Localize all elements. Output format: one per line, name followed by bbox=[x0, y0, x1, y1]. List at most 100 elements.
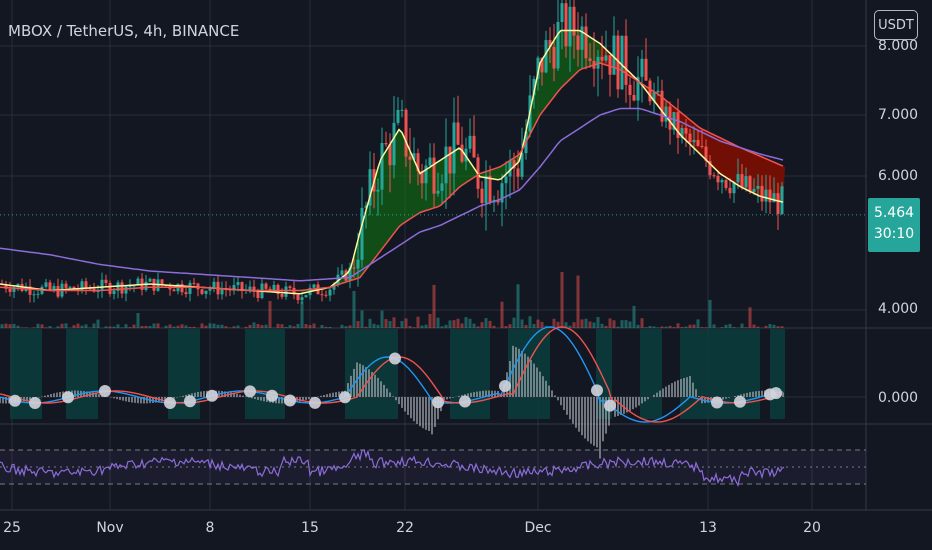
volume-bar bbox=[680, 327, 684, 328]
macd-hist-bar bbox=[257, 397, 259, 400]
candle-body bbox=[280, 294, 284, 297]
macd-hist-bar bbox=[560, 397, 562, 406]
macd-hist-bar bbox=[164, 397, 166, 401]
macd-hist-bar bbox=[44, 395, 46, 397]
volume-bar bbox=[556, 321, 560, 328]
volume-bar bbox=[380, 310, 384, 328]
macd-hist-bar bbox=[347, 383, 349, 397]
volume-bar bbox=[44, 327, 48, 328]
macd-hist-bar bbox=[26, 397, 28, 401]
candle-body bbox=[200, 289, 204, 294]
volume-bar bbox=[348, 325, 352, 328]
candle-body bbox=[304, 295, 308, 298]
macd-hist-bar bbox=[569, 397, 571, 420]
candle-body bbox=[320, 294, 324, 296]
rsi-line bbox=[0, 449, 785, 488]
macd-hist-bar bbox=[653, 394, 655, 397]
volume-bar bbox=[472, 323, 476, 328]
macd-hist-bar bbox=[155, 397, 157, 403]
volume-bar bbox=[604, 325, 608, 328]
macd-hist-bar bbox=[233, 393, 235, 397]
candle-body bbox=[748, 176, 752, 192]
candle-body bbox=[556, 22, 560, 69]
candle-body bbox=[252, 286, 256, 292]
volume-bar bbox=[576, 275, 580, 328]
volume-bar bbox=[76, 323, 80, 328]
macd-cross-marker bbox=[389, 352, 401, 365]
macd-hist-bar bbox=[488, 390, 490, 397]
volume-bar bbox=[84, 324, 88, 328]
volume-bar bbox=[212, 323, 216, 328]
macd-hist-bar bbox=[59, 392, 61, 397]
macd-hist-bar bbox=[509, 361, 511, 397]
macd-hist-bar bbox=[647, 397, 649, 400]
volume-bar bbox=[616, 326, 620, 328]
currency-button[interactable]: USDT bbox=[874, 10, 918, 40]
volume-bar bbox=[532, 324, 536, 328]
candle-body bbox=[664, 106, 668, 122]
volume-bar bbox=[376, 324, 380, 328]
candle-body bbox=[752, 188, 756, 192]
volume-bar bbox=[768, 324, 772, 328]
macd-hist-bar bbox=[56, 392, 58, 397]
volume-bar bbox=[764, 325, 768, 328]
macd-hist-bar bbox=[266, 397, 268, 402]
price-tag: 5.464 30:10 bbox=[868, 198, 920, 252]
macd-cross-marker bbox=[734, 395, 746, 408]
macd-hist-bar bbox=[668, 384, 670, 397]
candle-body bbox=[440, 183, 444, 191]
candle-body bbox=[288, 286, 292, 288]
macd-cross-marker bbox=[29, 397, 41, 409]
volume-bar bbox=[236, 325, 240, 328]
volume-bar bbox=[572, 322, 576, 328]
candle-body bbox=[760, 185, 764, 202]
volume-bar bbox=[64, 323, 68, 328]
candle-body bbox=[420, 171, 424, 184]
volume-bar bbox=[60, 323, 64, 328]
macd-hist-bar bbox=[185, 394, 187, 397]
macd-cross-marker bbox=[284, 394, 296, 407]
macd-hist-bar bbox=[362, 365, 364, 397]
candle-body bbox=[352, 267, 356, 269]
candle-body bbox=[8, 288, 12, 292]
macd-hist-bar bbox=[194, 392, 196, 397]
macd-hist-bar bbox=[77, 390, 79, 397]
macd-hist-bar bbox=[479, 391, 481, 397]
macd-hist-bar bbox=[350, 375, 352, 397]
macd-hist-bar bbox=[92, 392, 94, 397]
volume-bar bbox=[340, 324, 344, 328]
candle-body bbox=[348, 267, 352, 281]
volume-bar bbox=[740, 323, 744, 328]
volume-bar bbox=[436, 317, 440, 328]
candle-body bbox=[616, 35, 620, 90]
volume-bar bbox=[480, 322, 484, 328]
macd-hist-bar bbox=[281, 397, 283, 404]
candle-body bbox=[124, 286, 128, 294]
x-tick-label: 15 bbox=[301, 520, 319, 536]
volume-bar bbox=[640, 318, 644, 328]
macd-hist-bar bbox=[134, 397, 136, 403]
macd-hist-bar bbox=[644, 397, 646, 402]
macd-hist-bar bbox=[557, 397, 559, 401]
volume-bar bbox=[568, 325, 572, 328]
macd-hist-bar bbox=[368, 369, 370, 397]
volume-bar bbox=[476, 326, 480, 328]
macd-hist-bar bbox=[53, 393, 55, 397]
macd-hist-bar bbox=[518, 348, 520, 397]
volume-bar bbox=[288, 325, 292, 328]
macd-hist-bar bbox=[305, 397, 307, 401]
candle-body bbox=[228, 289, 232, 291]
candle-body bbox=[404, 109, 408, 157]
volume-bar bbox=[144, 325, 148, 328]
volume-bar bbox=[508, 324, 512, 328]
volume-bar bbox=[252, 322, 256, 328]
macd-hist-bar bbox=[398, 397, 400, 405]
macd-hist-bar bbox=[236, 393, 238, 397]
candle-body bbox=[588, 58, 592, 61]
macd-hist-bar bbox=[692, 382, 694, 397]
candle-body bbox=[84, 281, 88, 289]
candle-body bbox=[436, 190, 440, 194]
macd-cross-marker bbox=[184, 395, 196, 408]
volume-bar bbox=[720, 327, 724, 328]
